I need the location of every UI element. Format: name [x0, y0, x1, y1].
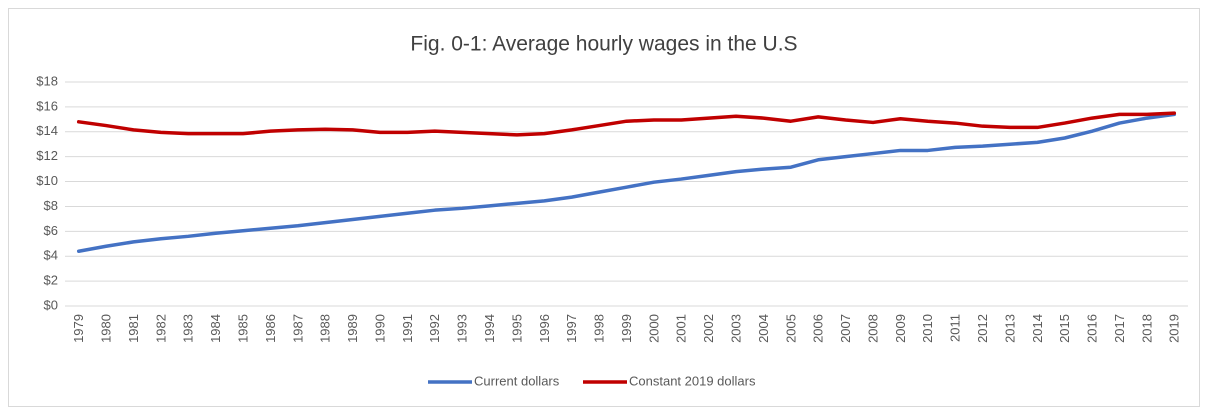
x-tick-label: 2003: [728, 314, 743, 343]
x-tick-label: 1983: [181, 314, 196, 343]
x-tick-label: 2019: [1167, 314, 1182, 343]
x-tick-label: 2008: [865, 314, 880, 343]
series-line: [76, 112, 1177, 253]
x-tick-label: 2001: [674, 314, 689, 343]
x-tick-label: 2011: [948, 314, 963, 342]
x-tick-label: 1995: [509, 314, 524, 343]
chart-title: Fig. 0-1: Average hourly wages in the U.…: [410, 33, 797, 56]
legend-label: Constant 2019 dollars: [629, 373, 756, 388]
y-tick-label: $14: [36, 123, 58, 138]
x-tick-label: 2000: [646, 314, 661, 343]
x-tick-label: 2013: [1002, 314, 1017, 343]
x-tick-label: 1990: [372, 314, 387, 343]
x-tick-label: 1991: [400, 314, 415, 343]
x-tick-label: 2018: [1139, 314, 1154, 343]
x-tick-label: 1993: [455, 314, 470, 343]
x-tick-label: 2017: [1112, 314, 1127, 343]
x-tick-label: 2002: [701, 314, 716, 343]
series-line: [76, 111, 1177, 137]
x-tick-label: 1980: [99, 314, 114, 343]
x-tick-label: 1979: [71, 314, 86, 343]
chart-border: [8, 8, 1200, 407]
x-tick-label: 1988: [318, 314, 333, 343]
x-tick-label: 1985: [235, 314, 250, 343]
y-tick-label: $10: [36, 173, 58, 188]
x-tick-label: 2007: [838, 314, 853, 343]
x-tick-label: 1987: [290, 314, 305, 343]
y-tick-label: $16: [36, 98, 58, 113]
x-tick-label: 1994: [482, 314, 497, 343]
x-tick-label: 1981: [126, 314, 141, 343]
x-tick-label: 2004: [756, 314, 771, 343]
x-tick-label: 1982: [153, 314, 168, 343]
y-tick-label: $8: [44, 198, 58, 213]
x-tick-label: 2016: [1085, 314, 1100, 343]
x-tick-label: 1997: [564, 314, 579, 343]
x-tick-label: 1992: [427, 314, 442, 343]
x-tick-label: 1999: [619, 314, 634, 343]
legend-label: Current dollars: [474, 373, 560, 388]
x-tick-label: 2009: [893, 314, 908, 343]
y-tick-label: $0: [44, 297, 58, 312]
y-tick-label: $18: [36, 73, 58, 88]
x-tick-label: 1986: [263, 314, 278, 343]
y-tick-label: $6: [44, 223, 58, 238]
x-tick-label: 1998: [592, 314, 607, 343]
x-tick-label: 2010: [920, 314, 935, 343]
y-tick-label: $4: [44, 248, 58, 263]
x-tick-label: 2014: [1030, 314, 1045, 343]
x-tick-label: 1984: [208, 314, 223, 343]
x-tick-label: 1996: [537, 314, 552, 343]
x-tick-label: 2012: [975, 314, 990, 343]
y-tick-label: $12: [36, 148, 58, 163]
x-tick-label: 2015: [1057, 314, 1072, 343]
x-tick-label: 2005: [783, 314, 798, 343]
x-tick-label: 1989: [345, 314, 360, 343]
y-tick-label: $2: [44, 273, 58, 288]
x-tick-label: 2006: [811, 314, 826, 343]
